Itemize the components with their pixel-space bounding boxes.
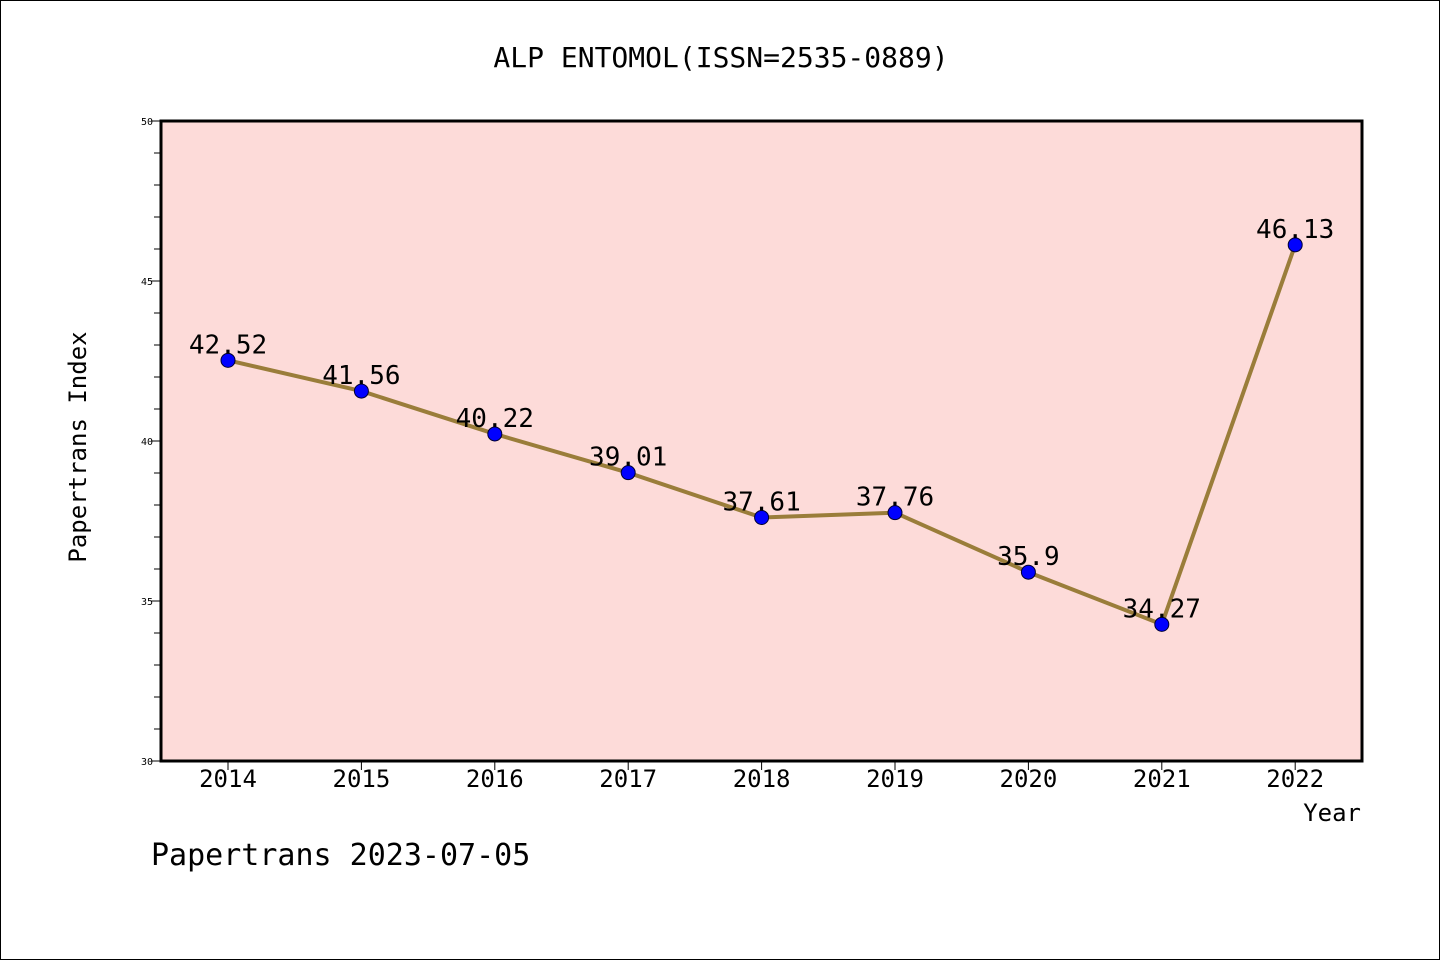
data-point [887,505,903,521]
data-point [754,509,770,525]
footer-text: Papertrans 2023-07-05 [151,838,530,873]
data-points [220,237,1303,632]
x-tick-label: 2022 [1266,765,1324,793]
data-label: 41.56 [322,361,400,391]
data-point [620,465,636,481]
data-label: 46.13 [1256,215,1334,245]
data-label: 37.61 [722,487,800,517]
x-tick-label: 2014 [199,765,257,793]
data-labels: 42.52 41.56 40.22 39.01 37.61 37.76 35.9 34.27 4… [189,215,1334,625]
data-point [220,352,236,368]
y-tick-label: 45 [141,277,153,288]
data-point [487,426,503,442]
x-tick-label: 2016 [466,765,524,793]
data-point [353,383,369,399]
x-tick-label: 2019 [866,765,924,793]
x-tick-label: 2017 [599,765,657,793]
x-tick-label: 2015 [333,765,391,793]
x-axis: 2014 2015 2016 2017 2018 2019 2020 2021 2022 [199,761,1324,793]
x-tick-label: 2018 [733,765,791,793]
data-label: 42.52 [189,330,267,360]
data-point [1020,564,1036,580]
x-axis-label: Year [1303,799,1361,827]
data-label: 40.22 [456,404,534,434]
data-label: 34.27 [1123,594,1201,624]
chart-title: ALP ENTOMOL(ISSN=2535-0889) [493,41,948,74]
data-point [1287,237,1303,253]
plot-area [159,119,1364,763]
data-label: 37.76 [856,483,934,513]
data-label: 39.01 [589,443,667,473]
y-axis: 30 35 40 45 50 [141,117,161,768]
data-point [1154,616,1170,632]
y-axis-label: Papertrans Index [64,331,92,562]
y-tick-label: 50 [141,117,153,128]
y-tick-label: 40 [141,437,153,448]
x-tick-label: 2020 [1000,765,1058,793]
data-label: 35.9 [997,542,1060,572]
y-tick-label: 30 [141,757,153,768]
x-tick-label: 2021 [1133,765,1191,793]
y-tick-label: 35 [141,597,153,608]
